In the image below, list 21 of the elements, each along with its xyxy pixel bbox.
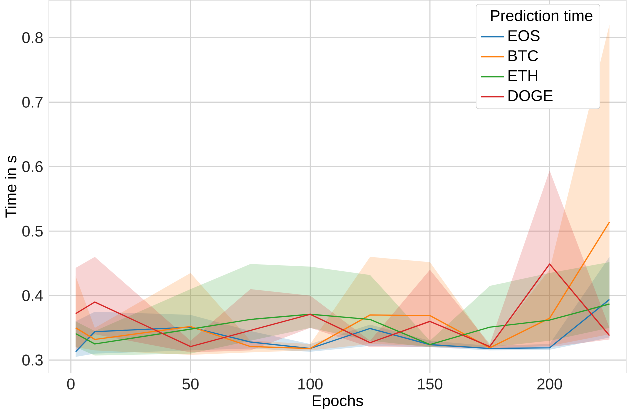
y-tick-label: 0.3 [22, 354, 43, 366]
legend-title: Prediction time [491, 10, 593, 22]
legend-label: BTC [508, 50, 538, 62]
x-tick-label: 100 [298, 378, 323, 390]
legend-label: DOGE [508, 90, 553, 102]
y-tick-label: 0.8 [22, 32, 43, 44]
y-axis-title: Time in s [5, 156, 17, 218]
x-tick-label: 150 [418, 378, 443, 390]
x-tick-label: 50 [182, 378, 199, 390]
x-axis-title: Epochs [313, 395, 364, 410]
x-tick-label: 200 [538, 378, 562, 390]
y-tick-label: 0.6 [22, 161, 43, 173]
legend-label: ETH [508, 70, 538, 82]
y-tick-label: 0.4 [22, 290, 44, 302]
line-series [75, 299, 610, 353]
x-tick-label: 0 [67, 378, 75, 390]
y-tick-label: 0.7 [22, 97, 43, 108]
legend-label: EOS [508, 30, 540, 42]
line-series [75, 304, 610, 346]
line-series [75, 222, 610, 350]
y-tick-label: 0.5 [22, 226, 43, 238]
